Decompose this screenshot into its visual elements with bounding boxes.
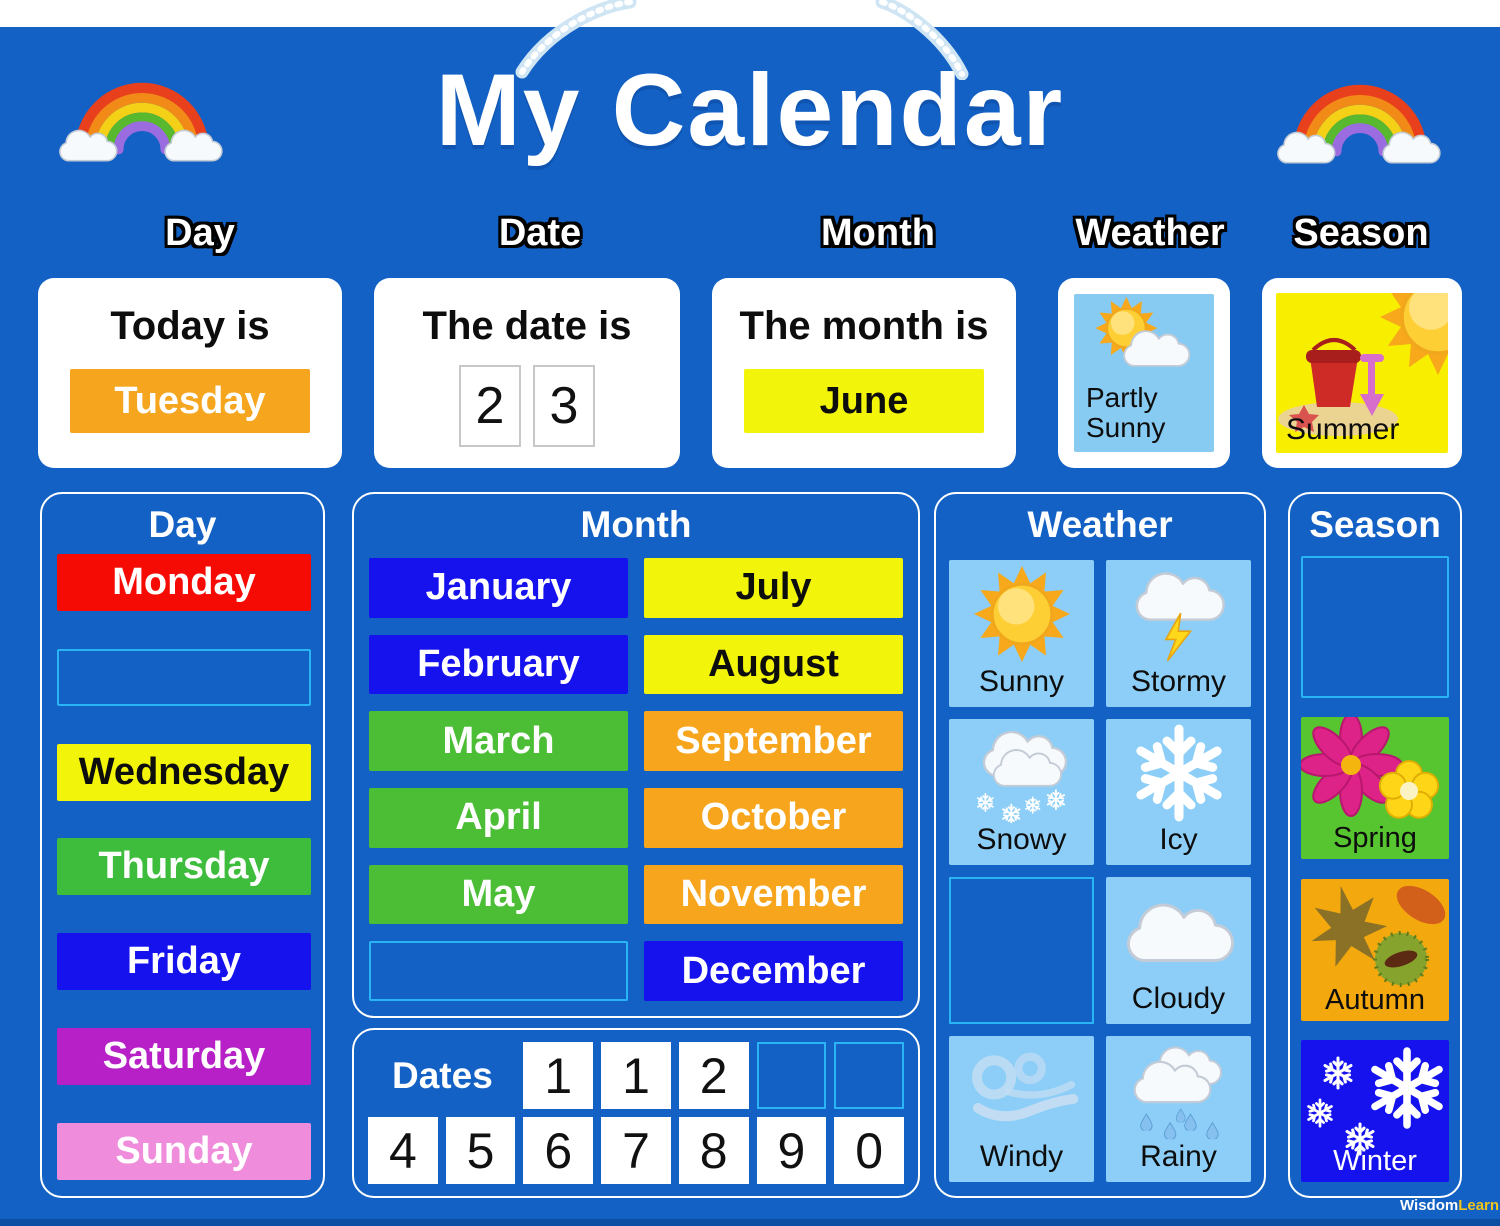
date-digit-tile[interactable]: 2 [678, 1042, 749, 1109]
day-panel: Day Monday Wednesday Thursday Friday Sat… [40, 492, 325, 1198]
today-value-tile[interactable]: Tuesday [70, 369, 310, 433]
day-panel-title: Day [148, 504, 217, 545]
summer-beach-icon [1278, 293, 1448, 436]
autumn-leaves-icon [1311, 885, 1446, 987]
month-panel-title: Month [580, 504, 692, 545]
brand-second: Learning [1458, 1197, 1500, 1214]
date-prompt: The date is [422, 304, 632, 348]
day-tile-monday[interactable]: Monday [57, 554, 311, 611]
month-panel: Month January July February August March… [352, 492, 920, 1018]
date-digit-tile[interactable]: 5 [445, 1117, 516, 1184]
dates-panel: Dates 1 1 2 4 5 6 7 8 9 0 [352, 1028, 920, 1198]
month-tile-july[interactable]: July [644, 558, 903, 618]
date-digit-tile[interactable]: 1 [523, 1042, 594, 1109]
weather-panel: Weather Sunny Stormy [934, 492, 1266, 1198]
date-digit-tile[interactable]: 0 [834, 1117, 904, 1184]
weather-tile-stormy[interactable]: Stormy [1106, 560, 1251, 707]
date-digit-tile[interactable]: 6 [523, 1117, 594, 1184]
rain-cloud-icon [1106, 1036, 1251, 1141]
month-value-tile[interactable]: June [744, 369, 984, 433]
season-panel: Season [1288, 492, 1462, 1198]
page-title: My Calendar [435, 53, 1065, 167]
weather-value-tile[interactable]: Partly Sunny [1074, 294, 1214, 452]
season-panel-title: Season [1309, 504, 1441, 545]
month-tile-november[interactable]: November [644, 864, 903, 925]
section-label-month: Month [821, 212, 935, 254]
spring-flowers-icon [1301, 717, 1440, 820]
date-digit-tile[interactable]: 1 [601, 1042, 671, 1109]
month-tile-may[interactable]: May [369, 864, 628, 925]
month-tile-august[interactable]: August [644, 634, 903, 695]
month-tile-september[interactable]: September [644, 711, 903, 771]
date-digit-tile[interactable]: 9 [756, 1117, 827, 1184]
board-bottom-edge [0, 1219, 1500, 1226]
date-digit-tile[interactable]: 8 [678, 1117, 749, 1184]
rainbow-icon [1277, 84, 1441, 164]
season-empty-slot[interactable] [1301, 556, 1449, 698]
section-label-day: Day [165, 212, 235, 254]
month-empty-slot[interactable] [369, 941, 628, 1001]
season-card: Summer [1262, 278, 1462, 468]
section-label-weather: Weather [1075, 212, 1225, 254]
season-tile-spring[interactable]: Spring [1301, 717, 1449, 860]
day-tile-friday[interactable]: Friday [57, 933, 311, 991]
snowflake-icon [1106, 719, 1251, 824]
day-tile-thursday[interactable]: Thursday [57, 838, 311, 896]
weather-empty-slot[interactable] [949, 877, 1094, 1024]
date-digit-tile[interactable]: 4 [368, 1117, 438, 1184]
month-tile-january[interactable]: January [369, 558, 628, 618]
brand-logo: WisdomLearning [1400, 1197, 1500, 1214]
section-label-season: Season [1293, 212, 1429, 254]
month-tile-april[interactable]: April [369, 787, 628, 848]
day-tile-wednesday[interactable]: Wednesday [57, 743, 311, 801]
season-value-label: Summer [1286, 413, 1400, 446]
weather-tile-rainy[interactable]: Rainy [1106, 1035, 1251, 1182]
month-prompt: The month is [739, 304, 989, 348]
date-digit-tile[interactable]: 7 [601, 1117, 671, 1184]
date-empty-slot[interactable] [756, 1042, 827, 1109]
weather-tile-cloudy[interactable]: Cloudy [1106, 877, 1251, 1024]
date-empty-slot[interactable] [834, 1042, 904, 1109]
date-card: The date is 2 3 [374, 278, 680, 468]
weather-tile-sunny[interactable]: Sunny [949, 560, 1094, 707]
season-tile-winter[interactable]: Winter [1301, 1039, 1449, 1182]
day-tile-saturday[interactable]: Saturday [57, 1028, 311, 1086]
today-prompt: Today is [110, 304, 270, 348]
section-label-date: Date [498, 212, 582, 254]
month-tile-february[interactable]: February [369, 634, 628, 695]
weather-card: Partly Sunny [1058, 278, 1230, 468]
date-digit-tile[interactable]: 3 [533, 365, 595, 447]
weather-panel-title: Weather [1027, 504, 1173, 545]
rainbow-icon [59, 82, 223, 162]
weather-tile-windy[interactable]: Windy [949, 1035, 1094, 1182]
hanging-rope-left-icon [515, 0, 637, 79]
storm-cloud-lightning-icon [1106, 560, 1251, 665]
month-tile-december[interactable]: December [644, 941, 903, 1001]
date-digit-tile[interactable]: 2 [459, 365, 521, 447]
hanging-rope-right-icon [875, 0, 969, 80]
dates-panel-title: Dates [392, 1054, 493, 1096]
month-tile-october[interactable]: October [644, 787, 903, 848]
month-card: The month is June [712, 278, 1016, 468]
sun-icon [949, 560, 1094, 665]
day-tile-sunday[interactable]: Sunday [57, 1122, 311, 1180]
weather-tile-icy[interactable]: Icy [1106, 718, 1251, 865]
season-tile-autumn[interactable]: Autumn [1301, 878, 1449, 1021]
weather-value-label: Partly Sunny [1086, 382, 1166, 443]
snow-clouds-icon [949, 719, 1094, 824]
day-empty-slot[interactable] [57, 648, 311, 706]
today-card: Today is Tuesday [38, 278, 342, 468]
brand-first: Wisdom [1400, 1197, 1459, 1214]
weather-tile-snowy[interactable]: Snowy [949, 718, 1094, 865]
wind-swirl-icon [949, 1036, 1094, 1141]
partly-sunny-icon [1074, 294, 1214, 383]
month-tile-march[interactable]: March [369, 711, 628, 771]
season-value-tile[interactable]: Summer [1276, 293, 1448, 453]
cloud-icon [1106, 877, 1251, 982]
